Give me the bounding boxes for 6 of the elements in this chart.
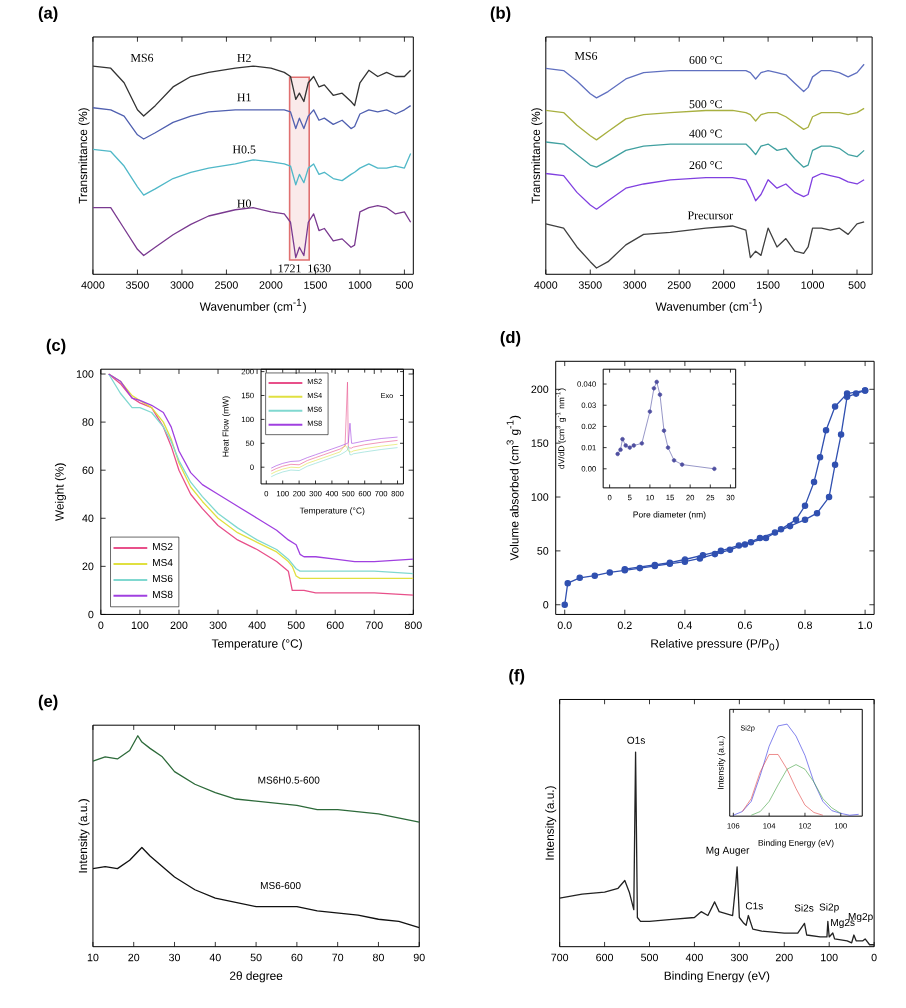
chart-title: (d) xyxy=(500,330,521,347)
chart-title: (f) xyxy=(509,669,525,685)
chart-title: (b) xyxy=(490,6,511,23)
chart-title: (e) xyxy=(38,694,58,711)
chart-title: (a) xyxy=(38,6,58,23)
chart-title: (c) xyxy=(46,338,66,355)
